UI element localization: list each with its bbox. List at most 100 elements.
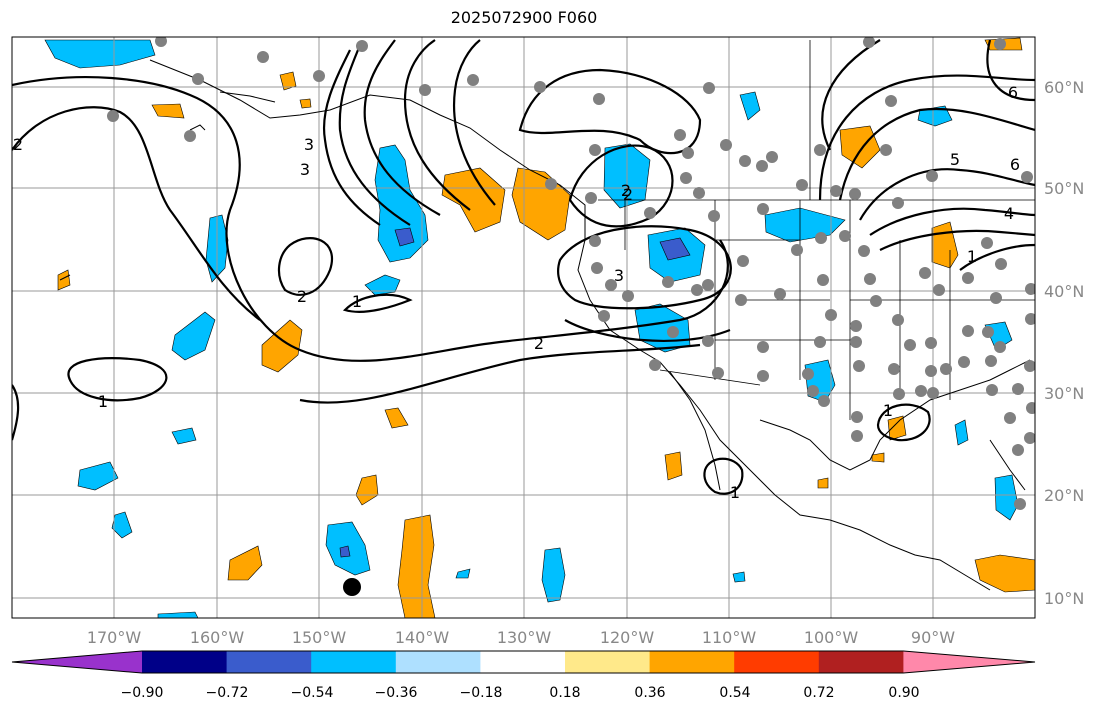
orange-region [664,451,683,481]
lon-label: 120°W [600,628,655,647]
contour-label: 3 [300,160,310,179]
station-dots [107,37,1035,510]
orange-region [397,514,436,618]
colorbar-bin [142,651,228,673]
lat-label: 10°N [1044,589,1084,608]
blue-region [157,611,199,618]
contour-label-group: 1 1 1 1 1 2 2 2 2 3 3 3 4 5 6 6 2 [13,83,1020,502]
blue-region [994,474,1019,521]
orange-region [151,103,185,119]
contour-label: 6 [1010,155,1020,174]
colorbar [11,650,1036,674]
colorbar-bin [818,651,904,673]
orange-region [279,71,297,91]
colorbar-tick: −0.36 [375,685,418,701]
blue-region [917,105,953,127]
colorbar-bin [311,651,397,673]
contour-label: 5 [950,150,960,169]
anomaly-regions [44,37,1035,618]
orange-region [384,407,409,429]
lon-label: 140°W [395,628,450,647]
contour-label: 1 [730,483,740,502]
blue-region [455,568,471,579]
colorbar-extension-high [903,651,1035,673]
contour-label: 1 [98,392,108,411]
longitude-labels: 170°W 160°W 150°W 140°W 130°W 120°W 110°… [87,628,955,647]
orange-region [974,554,1035,593]
lat-label: 60°N [1044,78,1084,97]
colorbar-tick: 0.54 [719,685,750,701]
contour-label: 2 [534,334,544,353]
orange-region [871,452,885,463]
colorbar-tick: 0.72 [803,685,834,701]
latitude-labels: 60°N 50°N 40°N 30°N 20°N 10°N [1044,78,1084,608]
orange-region [227,545,263,581]
colorbar-bin [649,651,735,673]
contour-label: 3 [614,266,624,285]
colorbar-tick-labels: −0.90 −0.72 −0.54 −0.36 −0.18 0.18 0.36 … [121,685,920,701]
colorbar-tick: −0.90 [121,685,164,701]
colorbar-bin [480,651,566,673]
colorbar-bin [565,651,651,673]
lon-label: 160°W [190,628,245,647]
blue-region [364,274,401,296]
lon-label: 170°W [87,628,142,647]
colorbar-bin [734,651,820,673]
blue-region [732,571,746,583]
contour-label: 2 [621,181,631,200]
blue-region [171,311,216,361]
blue-region [541,547,566,603]
position-marker [343,578,361,596]
graticule [12,37,1035,618]
colorbar-tick: −0.54 [291,685,334,701]
orange-region [839,125,881,169]
lon-label: 100°W [804,628,859,647]
blue-region [77,461,119,491]
orange-region [355,474,379,506]
lat-label: 40°N [1044,282,1084,301]
orange-region [57,269,71,291]
contour-lines [12,39,1035,495]
lon-label: 150°W [292,628,347,647]
colorbar-tick: 0.18 [549,685,580,701]
dark-blue-region [339,545,351,558]
lon-label: 110°W [702,628,757,647]
contour-label: 2 [623,185,633,204]
blue-region [44,39,156,69]
blue-region [954,419,969,446]
colorbar-outline [11,650,1036,674]
blue-region [739,91,761,121]
colorbar-tick: 0.90 [888,685,919,701]
contour-label: 2 [13,135,23,154]
lat-label: 50°N [1044,179,1084,198]
contour-label: 4 [1004,204,1014,223]
contour-label: 2 [297,287,307,306]
lat-label: 30°N [1044,384,1084,403]
colorbar-tick: 0.36 [634,685,665,701]
lon-label: 90°W [911,628,955,647]
contour-label: 1 [883,401,893,420]
map-frame [11,36,1036,619]
orange-region [887,415,907,441]
contour-label: 3 [304,135,314,154]
orange-region [817,477,829,489]
dark-blue-region [394,227,415,247]
colorbar-tick: −0.18 [460,685,503,701]
contour-label: 6 [1008,83,1018,102]
contour-label: 1 [352,292,362,311]
dark-blue-region [659,237,691,261]
blue-region [171,427,197,445]
colorbar-bin [395,651,481,673]
map-title: 2025072900 F060 [450,8,598,27]
coastlines [59,59,1031,591]
orange-region [261,319,303,373]
orange-region [441,167,506,233]
colorbar-bin [226,651,312,673]
lat-label: 20°N [1044,486,1084,505]
orange-region [299,98,312,109]
colorbar-extension-low [12,651,142,673]
colorbar-tick: −0.72 [206,685,249,701]
blue-region [111,511,133,539]
contour-label: 1 [967,247,977,266]
